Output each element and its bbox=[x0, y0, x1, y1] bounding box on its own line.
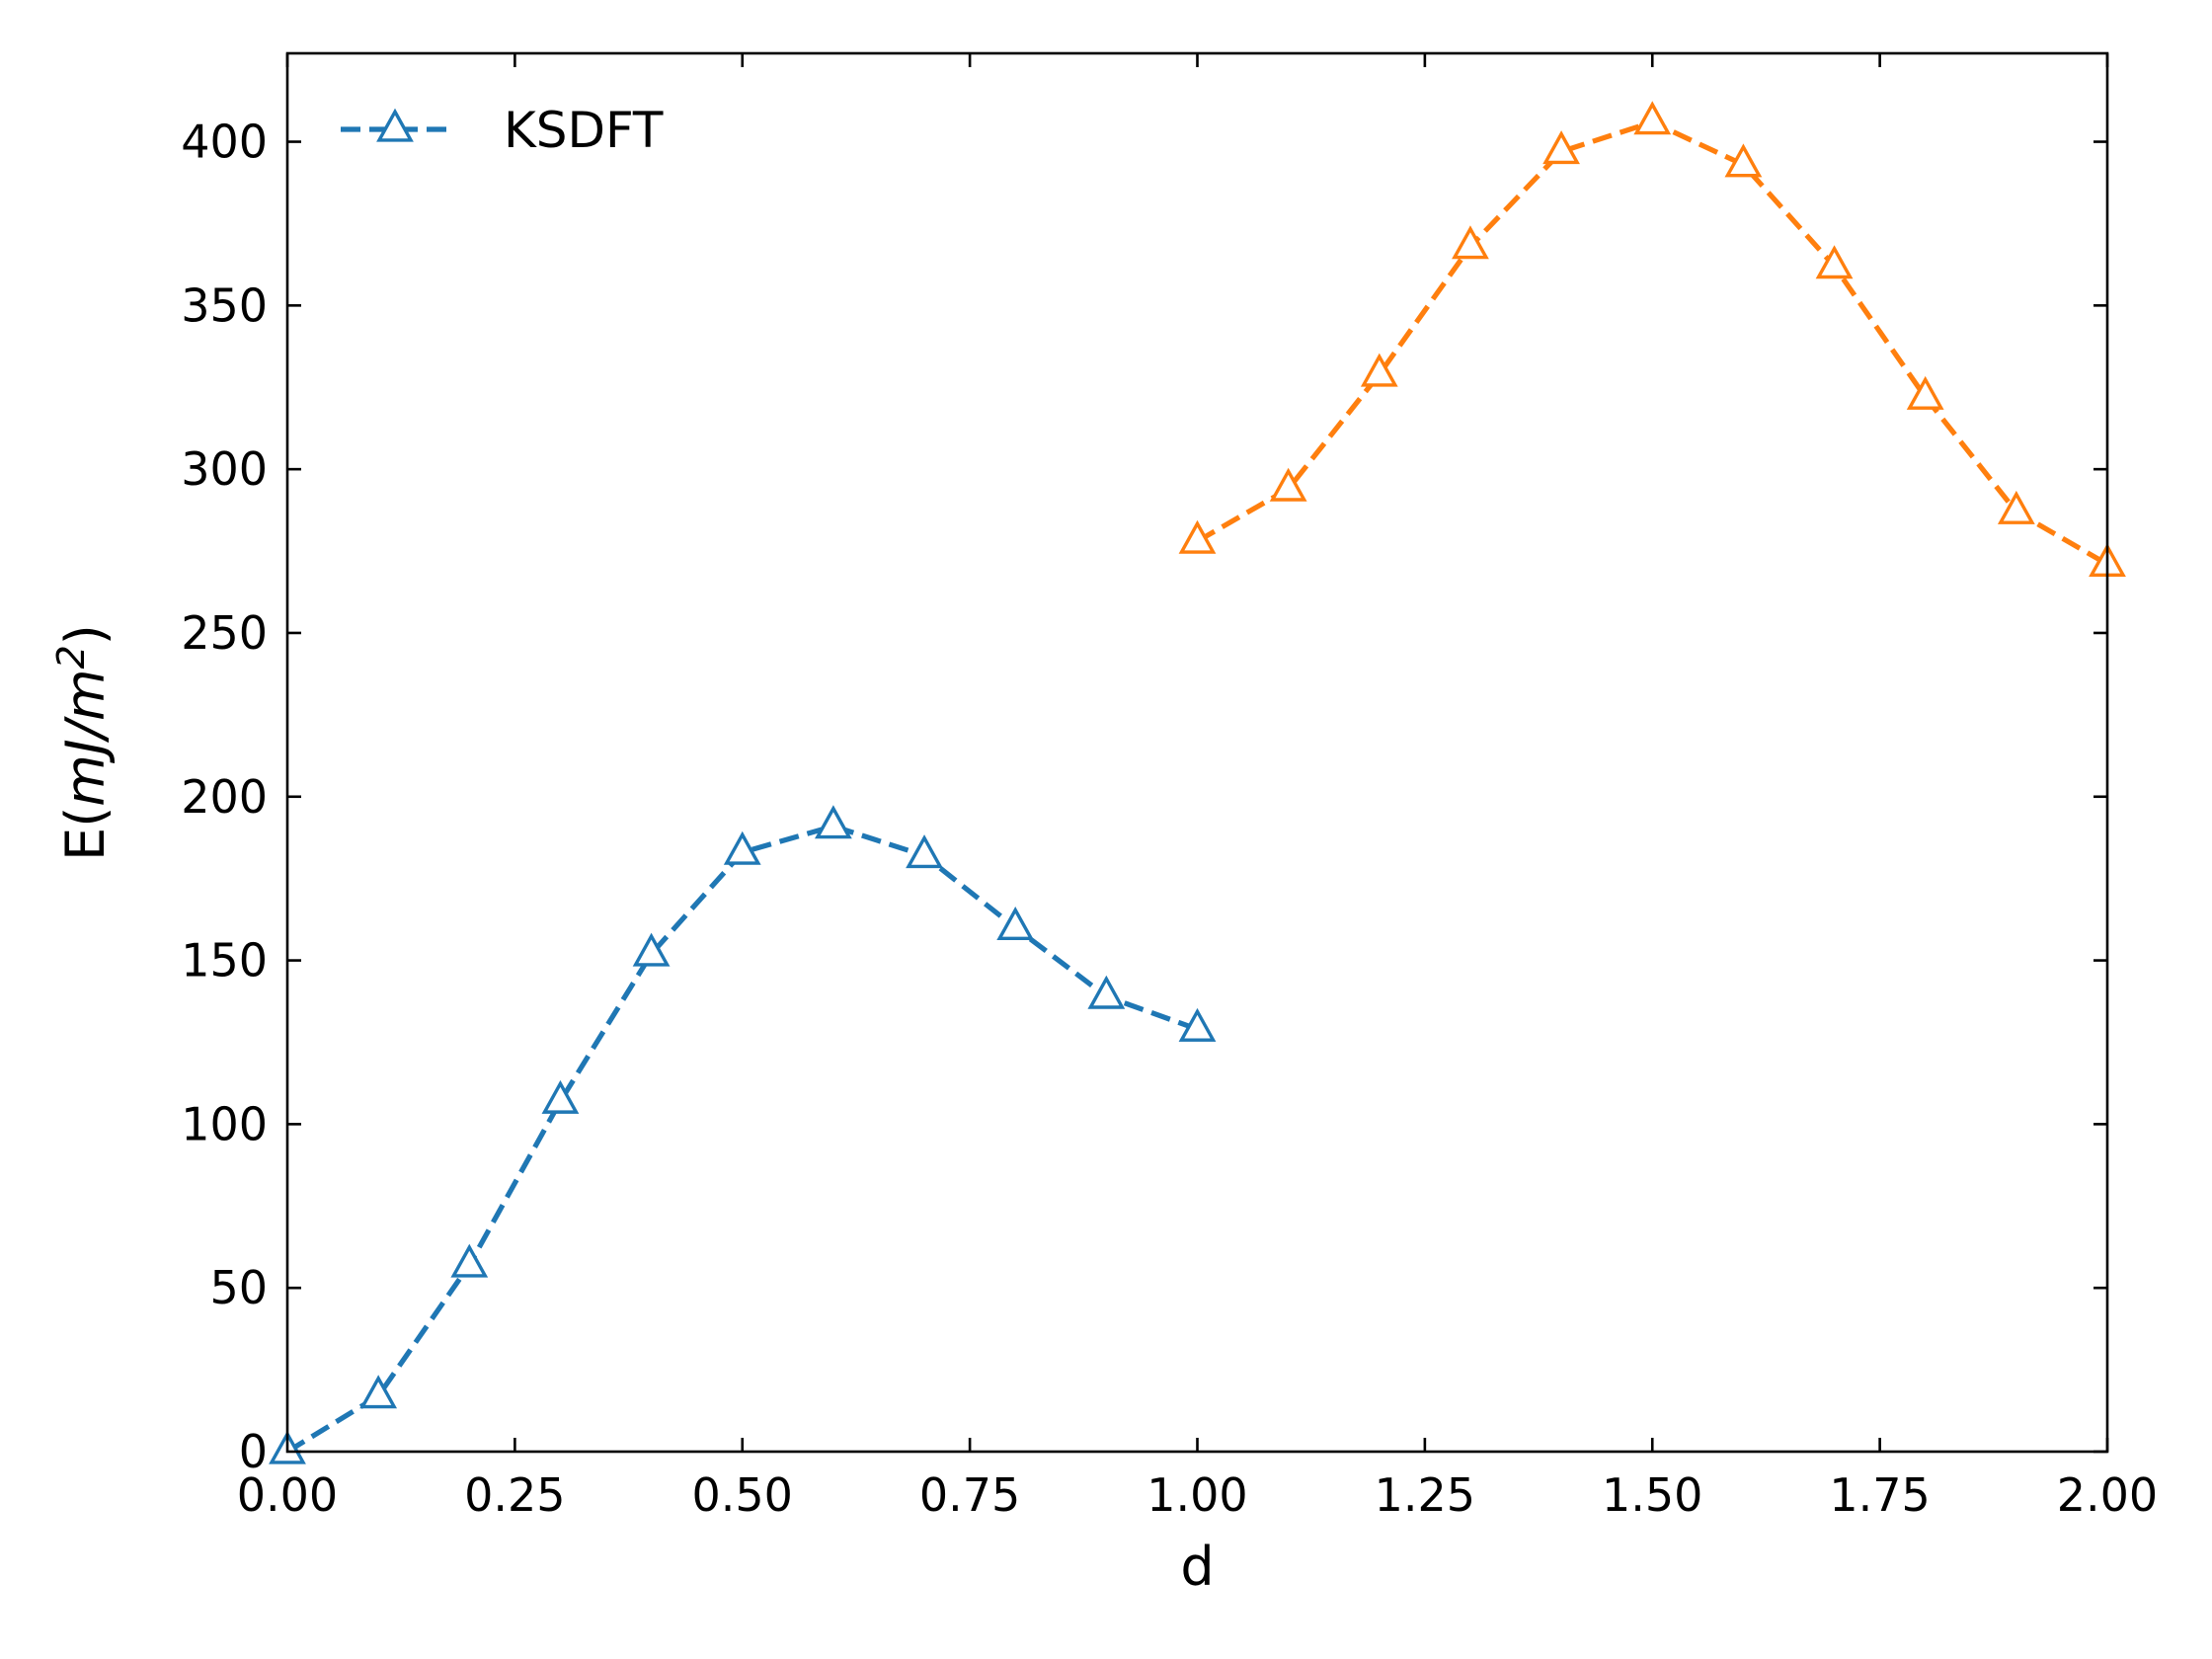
series-1 bbox=[269, 805, 1217, 1464]
data-point bbox=[541, 1079, 580, 1114]
y-tick-label: 250 bbox=[181, 606, 268, 660]
y-tick-label: 200 bbox=[181, 770, 268, 824]
y-tick-label: 50 bbox=[209, 1261, 268, 1314]
data-point bbox=[1997, 490, 2035, 524]
plot-frame bbox=[285, 51, 2109, 1454]
y-tick-label: 100 bbox=[181, 1097, 268, 1150]
x-axis-label: d bbox=[1180, 1536, 1214, 1598]
legend: KSDFT bbox=[341, 102, 664, 159]
data-point bbox=[723, 830, 761, 865]
series-layer bbox=[269, 101, 2126, 1464]
legend-label: KSDFT bbox=[504, 102, 664, 159]
x-tick-label: 0.25 bbox=[464, 1468, 565, 1522]
data-point bbox=[1178, 1007, 1217, 1042]
y-tick-label: 0 bbox=[239, 1425, 268, 1478]
data-point bbox=[359, 1375, 398, 1409]
data-point bbox=[450, 1243, 489, 1278]
data-point bbox=[1087, 975, 1126, 1009]
data-point bbox=[1815, 245, 1854, 279]
x-tick-label: 1.50 bbox=[1602, 1468, 1702, 1522]
y-tick-label: 150 bbox=[181, 934, 268, 988]
x-tick-label: 1.00 bbox=[1146, 1468, 1247, 1522]
data-point bbox=[1269, 467, 1307, 502]
y-tick-label: 350 bbox=[181, 278, 268, 332]
x-tick-label: 0.50 bbox=[692, 1468, 793, 1522]
data-point bbox=[1906, 375, 1944, 410]
data-point bbox=[906, 834, 943, 869]
data-point bbox=[1542, 130, 1580, 165]
x-tick-label: 2.00 bbox=[2057, 1468, 2158, 1522]
y-axis-label: E(mJ/m2) bbox=[49, 624, 117, 861]
x-tick-label: 1.25 bbox=[1375, 1468, 1475, 1522]
data-point bbox=[632, 932, 671, 967]
x-tick-label: 0.00 bbox=[237, 1468, 338, 1522]
data-point bbox=[815, 805, 852, 839]
axis-ticks: 0.00 0.25 0.50 0.75 1.00 1.25 1.50 1.75 2.00 0 50 1… bbox=[181, 53, 2158, 1522]
data-point bbox=[1633, 101, 1672, 135]
legend-marker bbox=[376, 108, 414, 142]
y-tick-label: 400 bbox=[181, 116, 268, 169]
data-point bbox=[1452, 225, 1489, 260]
x-tick-label: 1.75 bbox=[1829, 1468, 1930, 1522]
data-point bbox=[1360, 353, 1398, 387]
y-tick-label: 300 bbox=[181, 442, 268, 496]
data-point bbox=[1178, 519, 1217, 554]
data-point bbox=[1724, 143, 1763, 178]
data-point bbox=[996, 907, 1035, 941]
x-tick-label: 0.75 bbox=[919, 1468, 1020, 1522]
